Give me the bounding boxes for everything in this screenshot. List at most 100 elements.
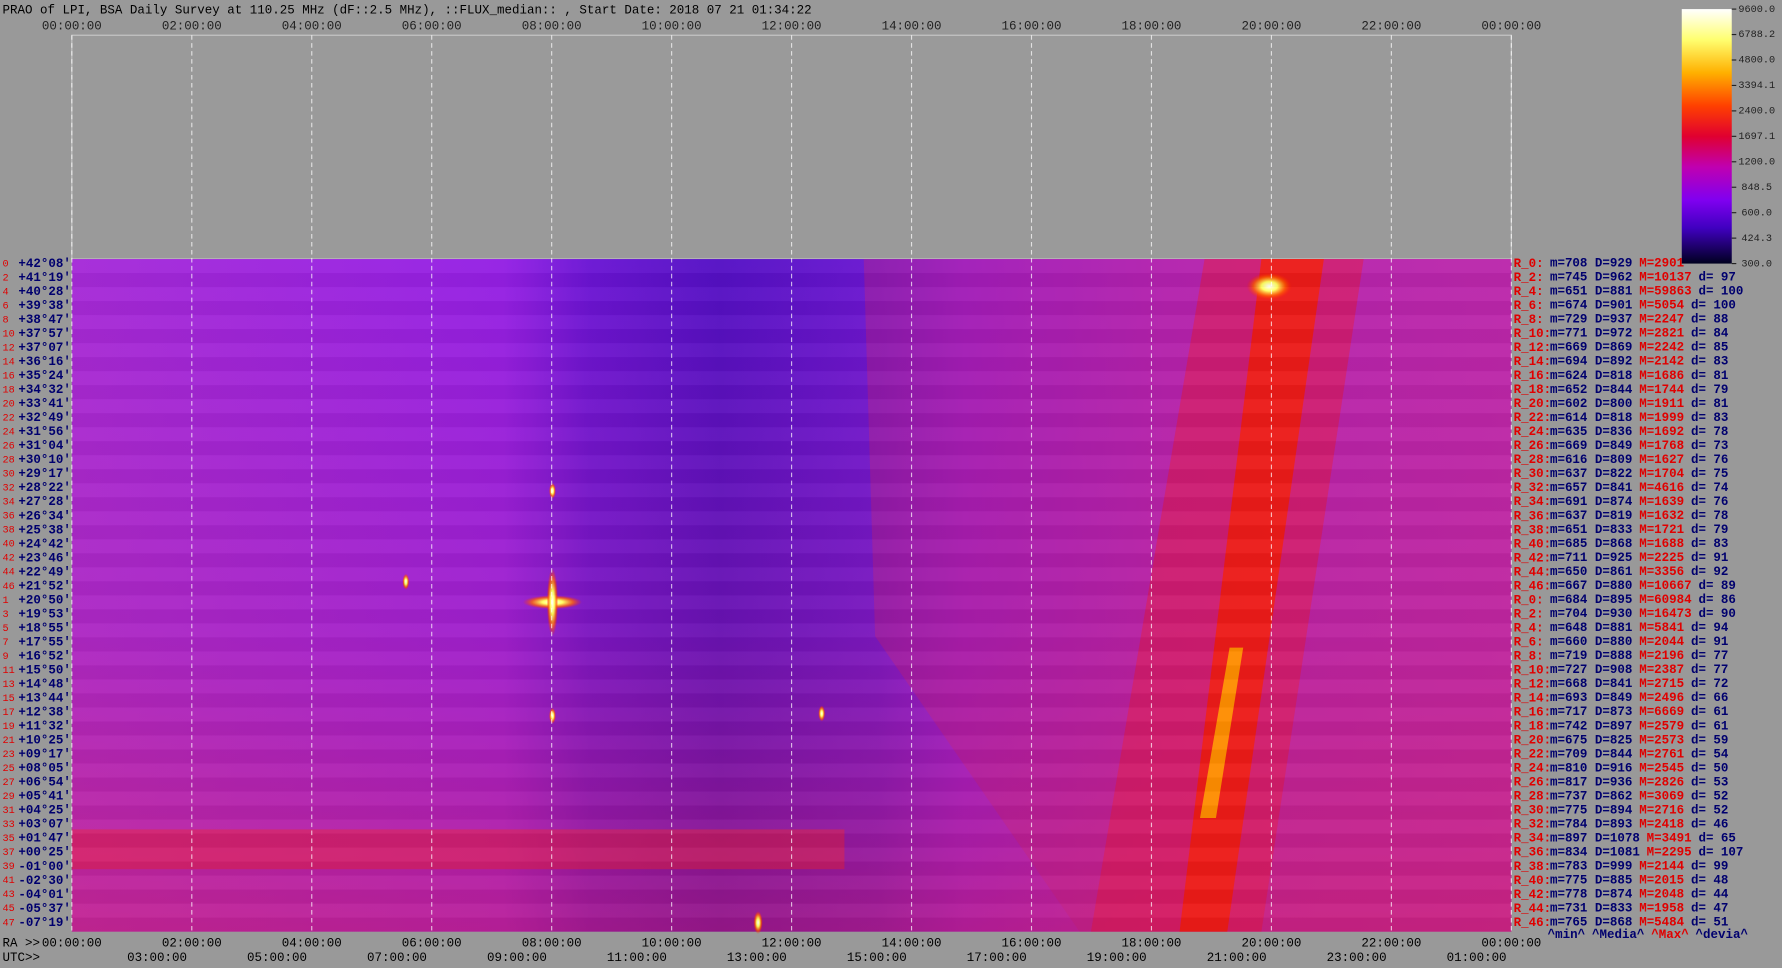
stat-row-id: R_26: [1514,776,1551,790]
stat-max: M=2015 [1639,874,1684,888]
stat-max: M=2821 [1639,327,1684,341]
stat-max: M=59863 [1639,285,1691,299]
stat-mD: m=668 D=841 [1550,678,1632,692]
stat-line: m=684 D=895 M=60984 d= 86 [1550,593,1736,607]
footer-item: ^Media^ [1592,928,1645,942]
stat-row-id: R_0: [1514,257,1544,271]
row-index: 44 [3,567,15,579]
stat-dev: d= 107 [1698,846,1743,860]
dec-label: +03°07' [18,818,70,832]
utc-tick-label: 07:00:00 [367,951,427,965]
stat-mD: m=784 D=893 [1550,818,1632,832]
stat-dev: d= 83 [1691,537,1728,551]
dec-label: +05°41' [18,790,70,804]
stat-mD: m=745 D=962 [1550,271,1632,285]
stat-dev: d= 90 [1698,607,1735,621]
stat-dev: d= 76 [1691,453,1728,467]
stat-line: m=667 D=880 M=10667 d= 89 [1550,579,1736,593]
stat-line: m=624 D=818 M=1686 d= 81 [1550,369,1728,383]
stat-line: m=669 D=869 M=2242 d= 85 [1550,341,1728,355]
stat-max: M=1704 [1639,467,1684,481]
colorbar-tick-label: 3394.1 [1738,80,1775,92]
stat-mD: m=669 D=869 [1550,341,1632,355]
stat-dev: d= 53 [1691,776,1728,790]
stat-line: m=675 D=825 M=2573 d= 59 [1550,734,1728,748]
stat-line: m=729 D=937 M=2247 d= 88 [1550,313,1728,327]
dec-label: +17°55' [18,635,70,649]
row-index: 3 [3,609,9,621]
dec-label: +31°04' [18,439,70,453]
stat-mD: m=727 D=908 [1550,663,1632,677]
colorbar-tick-label: 6788.2 [1738,29,1775,41]
utc-tick-label: 19:00:00 [1087,951,1147,965]
stat-line: m=771 D=972 M=2821 d= 84 [1550,327,1729,341]
dec-label: -02°30' [18,874,70,888]
stat-mD: m=637 D=819 [1550,509,1632,523]
row-index: 47 [3,917,15,929]
row-index: 11 [3,665,15,677]
stat-max: M=6669 [1639,706,1684,720]
stat-dev: d= 85 [1691,341,1728,355]
utc-tick-label: 11:00:00 [607,951,667,965]
stat-max: M=2387 [1639,663,1684,677]
stat-max: M=1911 [1639,397,1684,411]
row-index: 4 [3,286,9,298]
stat-mD: m=778 D=874 [1550,888,1633,902]
row-index: 46 [3,581,15,593]
dec-label: +37°57' [18,327,70,341]
stat-mD: m=765 D=868 [1550,916,1632,930]
stat-max: M=1639 [1639,495,1684,509]
stat-line: m=668 D=841 M=2715 d= 72 [1550,678,1728,692]
stat-mD: m=810 D=916 [1550,762,1632,776]
stat-line: m=742 D=897 M=2579 d= 61 [1550,720,1728,734]
stat-row-id: R_0: [1514,593,1544,607]
stat-dev: d= 83 [1691,411,1728,425]
stat-row-id: R_36: [1514,509,1551,523]
stat-dev: d= 77 [1691,663,1728,677]
source-cas-v [546,568,559,637]
ra-tick-label: 04:00:00 [282,936,342,950]
stat-mD: m=614 D=818 [1550,411,1632,425]
stat-line: m=637 D=822 M=1704 d= 75 [1550,467,1728,481]
stat-row-id: R_12: [1514,678,1551,692]
colorbar-tick-label: 1200.0 [1738,156,1775,168]
stats-footer: ^min^ ^Media^ ^Max^ ^devia^ [1548,928,1749,942]
colorbar-tick-label: 2400.0 [1738,106,1775,118]
row-index: 35 [3,833,15,845]
emission-core [1200,647,1244,819]
stat-mD: m=737 D=862 [1550,790,1632,804]
ra-tick-label: 02:00:00 [162,936,222,950]
dec-label: +26°34' [18,509,70,523]
stat-row-id: R_46: [1514,579,1551,593]
dec-label: +21°52' [18,579,70,593]
stat-max: M=1721 [1639,523,1684,537]
dec-label: +35°24' [18,369,70,383]
stat-mD: m=602 D=800 [1550,397,1632,411]
row-index: 43 [3,889,15,901]
stat-row-id: R_4: [1514,621,1544,635]
dec-label: +00°25' [18,846,70,860]
stat-line: m=897 D=1078 M=3491 d= 65 [1550,832,1736,846]
stat-row-id: R_22: [1514,748,1551,762]
stat-max: M=2247 [1639,313,1684,327]
stat-dev: d= 83 [1691,355,1728,369]
stat-mD: m=694 D=892 [1550,355,1632,369]
stat-max: M=16473 [1639,607,1691,621]
stat-row-id: R_28: [1514,453,1551,467]
utc-tick-label: 09:00:00 [487,951,547,965]
stat-max: M=1632 [1639,509,1684,523]
stat-row-id: R_16: [1514,706,1551,720]
row-index: 8 [3,314,9,326]
utc-tick-label: 01:00:00 [1447,951,1507,965]
stat-dev: d= 61 [1691,706,1728,720]
stat-row-id: R_32: [1514,481,1551,495]
dec-label: +20°50' [18,593,70,607]
stat-row-id: R_8: [1514,313,1544,327]
ra-label: RA >> [3,936,40,950]
stat-mD: m=674 D=901 [1550,299,1632,313]
row-index: 19 [3,721,15,733]
colorbar-tick-label: 300.0 [1741,258,1772,270]
row-index: 30 [3,469,15,481]
stat-row-id: R_2: [1514,607,1544,621]
stat-max: M=2579 [1639,720,1684,734]
